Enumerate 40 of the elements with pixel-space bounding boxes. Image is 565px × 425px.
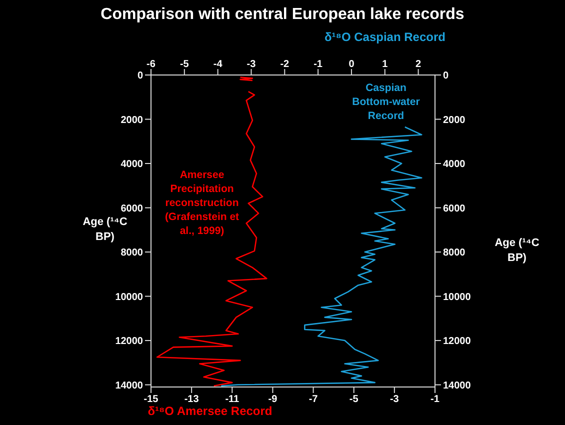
x2-tick-label: 0 [348, 59, 355, 70]
y2-tick-label: 14000 [443, 380, 472, 392]
x-tick-label: -3 [390, 394, 400, 406]
y-tick-label: 14000 [115, 380, 144, 392]
y-tick-label: 10000 [115, 292, 144, 303]
x2-tick-label: -5 [180, 59, 190, 70]
y-tick-label: 2000 [120, 114, 144, 126]
y2-tick-label: 12000 [443, 336, 472, 348]
x-tick-label: -7 [308, 394, 318, 406]
x-tick-label: -15 [144, 394, 159, 406]
y-tick-label: 6000 [120, 203, 144, 214]
chart-title: Comparison with central European lake records [100, 6, 466, 24]
x-axis-title: δ¹⁸O Amersee Record [146, 404, 274, 418]
x-tick-label: -13 [184, 394, 200, 406]
x-tick-label: -11 [225, 394, 240, 406]
y2-axis-title: Age (¹⁴C BP) [494, 236, 540, 266]
y2-tick-label: 0 [443, 70, 449, 82]
x2-tick-label: 1 [382, 59, 388, 70]
x2-tick-label: -3 [246, 59, 256, 70]
y-tick-label: 8000 [120, 248, 144, 259]
y2-tick-label: 2000 [443, 114, 466, 126]
y2-tick-label: 10000 [443, 292, 472, 303]
x2-tick-label: -2 [280, 59, 290, 70]
y-tick-label: 4000 [120, 159, 144, 170]
x2-tick-label: -6 [146, 59, 156, 70]
x-tick-label: -1 [430, 394, 440, 406]
y2-tick-label: 4000 [443, 159, 466, 170]
x2-tick-label: -1 [314, 59, 323, 70]
x2-tick-label: -4 [213, 59, 223, 70]
y2-tick-label: 8000 [443, 248, 466, 259]
y-tick-label: 12000 [115, 336, 144, 348]
series-label: Amersee Precipitation reconstruction (Grafenstein et al., 1999) [164, 168, 240, 238]
y-tick-label: 0 [137, 70, 144, 82]
y-axis-title: Age (¹⁴C BP) [82, 215, 128, 245]
x-tick-label: -5 [349, 394, 359, 406]
x2-axis-title: δ¹⁸O Caspian Record [324, 30, 446, 44]
x2-tick-label: 2 [416, 59, 422, 70]
y2-tick-label: 6000 [443, 203, 466, 214]
series-label: Caspian Bottom-water Record [351, 81, 421, 123]
x-tick-label: -9 [268, 394, 278, 406]
